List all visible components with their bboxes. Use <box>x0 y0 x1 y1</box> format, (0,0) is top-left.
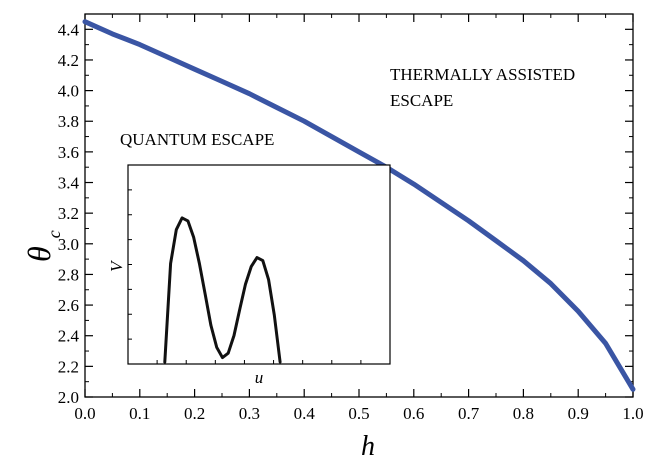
x-tick-label: 0.0 <box>74 404 95 423</box>
x-tick-label: 0.6 <box>403 404 424 423</box>
y-tick-label: 4.4 <box>58 20 80 39</box>
main-ticks <box>84 13 634 398</box>
annotation-thermal-line2: ESCAPE <box>390 91 453 110</box>
x-tick-label: 0.3 <box>239 404 260 423</box>
y-axis-title: θ c <box>21 230 64 262</box>
y-tick-label: 4.0 <box>58 82 79 101</box>
x-tick-label: 0.7 <box>458 404 480 423</box>
y-tick-label: 2.2 <box>58 357 79 376</box>
x-tick-label: 0.4 <box>294 404 316 423</box>
y-tick-label: 2.6 <box>58 296 79 315</box>
y-tick-label: 4.2 <box>58 51 79 70</box>
inset-x-axis-title: u <box>255 368 264 387</box>
x-tick-label: 1.0 <box>622 404 643 423</box>
y-tick-label: 3.8 <box>58 112 79 131</box>
y-tick-label: 3.2 <box>58 204 79 223</box>
inset-potential-curve <box>163 216 282 364</box>
inset-y-axis-title: V <box>107 259 126 272</box>
y-tick-label: 3.6 <box>58 143 79 162</box>
x-tick-label: 0.1 <box>129 404 150 423</box>
inset-ticks <box>127 164 391 365</box>
y-tick-label: 2.0 <box>58 388 79 407</box>
y-axis-title-subscript: c <box>44 230 64 238</box>
main-tick-labels: 0.0 0.1 0.2 0.3 0.4 0.5 0.6 0.7 0.8 0.9 1.0 2.0 2.2 2… <box>58 20 644 423</box>
annotation-thermal-line1: THERMALLY ASSISTED <box>390 65 575 84</box>
x-tick-label: 0.5 <box>348 404 369 423</box>
y-tick-label: 3.0 <box>58 235 79 254</box>
y-tick-label: 2.4 <box>58 327 80 346</box>
x-tick-label: 0.8 <box>513 404 534 423</box>
x-tick-label: 0.2 <box>184 404 205 423</box>
y-axis-title-symbol: θ <box>21 246 57 262</box>
x-tick-label: 0.9 <box>568 404 589 423</box>
annotation-quantum: QUANTUM ESCAPE <box>120 130 274 149</box>
y-tick-label: 3.4 <box>58 174 80 193</box>
y-tick-label: 2.8 <box>58 265 79 284</box>
theta-c-curve <box>82 19 636 392</box>
x-axis-title: h <box>361 431 375 460</box>
